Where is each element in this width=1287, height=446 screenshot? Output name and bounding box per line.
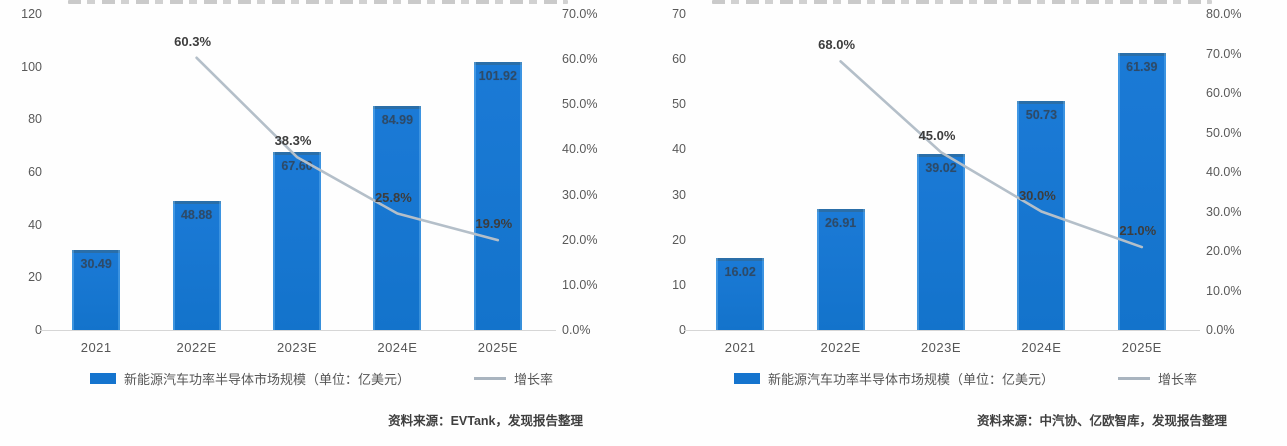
y-axis-left-tick-label: 40 xyxy=(672,142,686,157)
y-axis-left-tick-label: 50 xyxy=(672,97,686,112)
bar-value-label: 101.92 xyxy=(478,68,517,83)
y-axis-left-tick-label: 20 xyxy=(28,270,42,285)
bar-value-label: 48.88 xyxy=(180,208,213,223)
cropped-chart-title xyxy=(68,0,568,4)
bar-series-swatch-icon xyxy=(733,373,760,384)
growth-point-label: 60.3% xyxy=(174,33,212,49)
x-axis-category-label: 2021 xyxy=(80,340,112,355)
y-axis-right-tick-label: 0.0% xyxy=(562,323,591,337)
y-axis-left-tick-label: 60 xyxy=(28,165,42,179)
legend-bar-label: 新能源汽车功率半导体市场规模（单位：亿美元） xyxy=(123,372,410,387)
growth-point-label: 45.0% xyxy=(918,128,956,144)
bar-value-label: 50.73 xyxy=(1025,107,1058,122)
bar xyxy=(716,257,765,330)
y-axis-left-tick-label: 60 xyxy=(672,52,686,67)
y-axis-right-tick-label: 20.0% xyxy=(562,232,598,247)
y-axis-right-tick-label: 60.0% xyxy=(562,52,598,67)
chart-left-plot-area: 120 100 80 60 40 20 0 70.0% 60.0% 50.0% 40.0% 30.0%… xyxy=(0,0,643,446)
line-series-swatch-icon xyxy=(1118,377,1150,380)
y-axis-right-tick-label: 40.0% xyxy=(1206,165,1242,179)
growth-point-label: 68.0% xyxy=(818,37,856,53)
legend-line-label: 增长率 xyxy=(514,372,554,387)
bar-value-label: 26.91 xyxy=(824,215,857,230)
chart-left-legend: 新能源汽车功率半导体市场规模（单位：亿美元） 增长率 xyxy=(0,369,643,388)
x-axis-category-label: 2022E xyxy=(820,340,861,355)
source-note: 资料来源：EVTank，发现报告整理 xyxy=(388,414,583,428)
y-axis-left-tick-label: 80 xyxy=(28,112,42,127)
x-axis-category-label: 2025E xyxy=(1121,340,1162,355)
y-axis-left-tick-label: 120 xyxy=(21,7,42,21)
y-axis-left-tick-label: 10 xyxy=(672,277,686,292)
y-axis-right-tick-label: 10.0% xyxy=(1206,283,1242,298)
chart-left-panel: 120 100 80 60 40 20 0 70.0% 60.0% 50.0% 40.0% 30.0%… xyxy=(0,0,643,446)
x-axis-category-label: 2023E xyxy=(276,340,318,355)
x-axis-category-label: 2022E xyxy=(176,340,217,355)
bar-value-label: 67.60 xyxy=(281,158,313,173)
legend-line-label: 增长率 xyxy=(1158,372,1198,387)
bar-value-label: 30.49 xyxy=(80,256,112,271)
y-axis-left-tick-label: 0 xyxy=(679,323,686,337)
growth-point-label: 38.3% xyxy=(274,133,312,149)
x-axis-category-label: 2023E xyxy=(920,340,962,355)
source-note: 资料来源：中汽协、亿欧智库，发现报告整理 xyxy=(976,414,1227,428)
bar-value-label: 61.39 xyxy=(1126,59,1158,74)
bar-value-label: 39.02 xyxy=(925,160,957,175)
x-axis-category-label: 2025E xyxy=(477,340,518,355)
x-axis-baseline xyxy=(684,330,1200,331)
growth-point-label: 19.9% xyxy=(475,216,513,232)
chart-right-legend: 新能源汽车功率半导体市场规模（单位：亿美元） 增长率 xyxy=(644,369,1287,388)
y-axis-right-tick-label: 20.0% xyxy=(1206,244,1242,258)
bar-series-swatch-icon xyxy=(89,373,116,384)
x-axis-category-label: 2024E xyxy=(1021,340,1062,355)
y-axis-right-tick-label: 0.0% xyxy=(1206,323,1235,337)
y-axis-right-tick-label: 70.0% xyxy=(1206,46,1242,61)
bar xyxy=(1017,100,1066,330)
y-axis-right-tick-label: 30.0% xyxy=(1206,204,1242,219)
y-axis-left-tick-label: 20 xyxy=(672,232,686,247)
growth-point-label: 21.0% xyxy=(1119,223,1157,239)
y-axis-left-tick-label: 0 xyxy=(35,323,42,337)
bar xyxy=(1117,52,1166,330)
bar xyxy=(473,61,522,330)
growth-point-label: 30.0% xyxy=(1018,187,1056,203)
chart-right-panel: 70 60 50 40 30 20 10 0 80.0% 70.0% 60.0% 50.0% 40.0%… xyxy=(644,0,1287,446)
line-series-swatch-icon xyxy=(474,377,506,380)
legend-item-line-series: 增长率 xyxy=(474,369,553,388)
y-axis-right-tick-label: 70.0% xyxy=(562,7,598,21)
x-axis-category-label: 2021 xyxy=(724,340,756,355)
y-axis-right-tick-label: 30.0% xyxy=(562,187,598,202)
y-axis-right-tick-label: 50.0% xyxy=(562,97,598,112)
bar xyxy=(273,151,321,330)
cropped-chart-title xyxy=(712,0,1212,4)
bar-value-label: 16.02 xyxy=(724,264,756,279)
legend-item-line-series: 增长率 xyxy=(1118,369,1197,388)
y-axis-left-tick-label: 30 xyxy=(672,187,686,202)
y-axis-right-tick-label: 80.0% xyxy=(1206,7,1242,21)
y-axis-left-tick-label: 40 xyxy=(28,217,42,232)
bar xyxy=(917,153,965,330)
y-axis-right-tick-label: 10.0% xyxy=(562,277,598,292)
x-axis-baseline xyxy=(40,330,556,331)
bar xyxy=(373,106,422,330)
y-axis-right-tick-label: 40.0% xyxy=(562,142,598,157)
y-axis-left-tick-label: 70 xyxy=(672,7,686,21)
legend-item-bar-series: 新能源汽车功率半导体市场规模（单位：亿美元） xyxy=(89,369,410,388)
growth-point-label: 25.8% xyxy=(374,189,412,205)
legend-item-bar-series: 新能源汽车功率半导体市场规模（单位：亿美元） xyxy=(733,369,1054,388)
y-axis-right-tick-label: 50.0% xyxy=(1206,125,1242,140)
bar xyxy=(72,249,121,330)
legend-bar-label: 新能源汽车功率半导体市场规模（单位：亿美元） xyxy=(767,372,1054,387)
y-axis-left-tick-label: 100 xyxy=(21,59,42,74)
x-axis-category-label: 2024E xyxy=(377,340,418,355)
y-axis-right-tick-label: 60.0% xyxy=(1206,86,1242,100)
bar-value-label: 84.99 xyxy=(381,113,414,128)
